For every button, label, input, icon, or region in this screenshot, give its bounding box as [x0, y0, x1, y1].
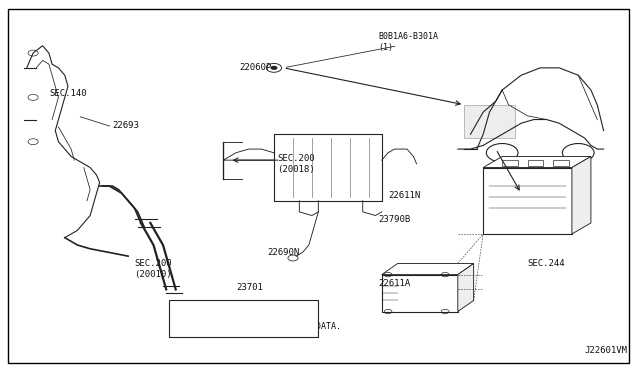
Text: 22060P: 22060P [239, 63, 271, 72]
Circle shape [266, 63, 282, 72]
Text: 22611N: 22611N [388, 191, 420, 200]
Text: SEC.200
(20018): SEC.200 (20018) [277, 154, 315, 174]
Text: ATTENTION:: ATTENTION: [176, 308, 226, 317]
Text: SEC.244: SEC.244 [527, 259, 565, 268]
Text: B0B1A6-B301A
(1): B0B1A6-B301A (1) [379, 32, 438, 52]
Text: 22690N: 22690N [268, 248, 300, 257]
Text: 22611A: 22611A [379, 279, 411, 288]
Polygon shape [483, 157, 591, 167]
Polygon shape [223, 149, 280, 160]
Bar [381, 275, 458, 311]
Text: 23790B: 23790B [379, 215, 411, 224]
Text: J22601VM: J22601VM [584, 346, 628, 355]
FancyBboxPatch shape [170, 301, 318, 337]
Bar [274, 134, 381, 201]
Bar [553, 160, 569, 166]
Text: THIS ECU MUST BE PROGRAMMED DATA.: THIS ECU MUST BE PROGRAMMED DATA. [176, 322, 340, 331]
Text: SEC.200
(20010): SEC.200 (20010) [134, 259, 172, 279]
Polygon shape [381, 263, 474, 275]
Polygon shape [458, 263, 474, 311]
Text: SEC.140: SEC.140 [49, 89, 86, 98]
Polygon shape [572, 157, 591, 234]
Text: 23701: 23701 [236, 283, 263, 292]
Bar [464, 105, 515, 138]
Bar [527, 160, 543, 166]
Bar [483, 167, 572, 234]
Text: 22693: 22693 [113, 121, 139, 129]
Bar [502, 160, 518, 166]
Circle shape [271, 66, 277, 70]
